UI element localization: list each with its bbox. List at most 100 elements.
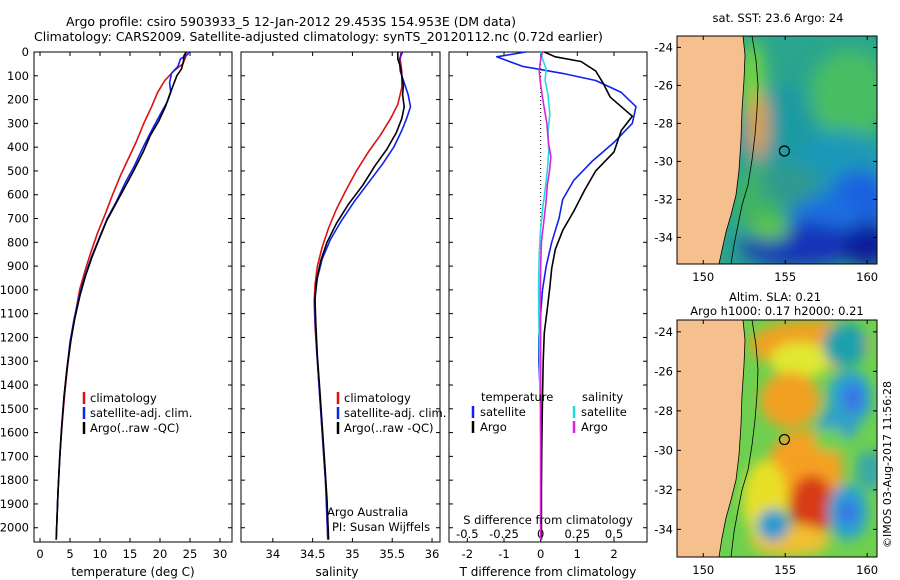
x-tick-label: 30 xyxy=(213,547,228,561)
depth-tick-label: 2000 xyxy=(0,521,29,535)
salinity-panel: 34 34.5 35 35.5 36 salinity climatology sate… xyxy=(240,51,446,579)
depth-tick-label: 200 xyxy=(7,93,29,107)
legend-s-satellite-label: satellite xyxy=(581,405,627,419)
depth-tick-label: 900 xyxy=(7,259,29,273)
x-tick-label: 15 xyxy=(123,547,138,561)
sst-field xyxy=(677,36,877,264)
lon-tick-label: 150 xyxy=(692,563,714,577)
lat-tick-label: -32 xyxy=(654,192,673,206)
sla-map: Altim. SLA: 0.21 Argo h1000: 0.17 h2000:… xyxy=(654,290,878,577)
depth-tick-label: 1000 xyxy=(0,283,29,297)
s-tick-label: 0.25 xyxy=(565,527,591,541)
legend-t-satellite-label: satellite xyxy=(480,405,526,419)
s-difference-x-axis: -0.5 -0.25 0 0.25 0.5 xyxy=(456,527,623,541)
depth-tick-label: 1300 xyxy=(0,354,29,368)
legend-s-argo-label: Argo xyxy=(581,420,608,434)
credit-label: ©IMOS 03-Aug-2017 11:56:28 xyxy=(881,381,894,548)
depth-tick-label: 100 xyxy=(7,69,29,83)
depth-tick-label: 800 xyxy=(7,235,29,249)
sla-map-title-line1: Altim. SLA: 0.21 xyxy=(729,290,821,304)
lon-tick-label: 150 xyxy=(692,270,714,284)
salinity-lines xyxy=(313,51,412,540)
sst-coastline xyxy=(718,36,746,264)
depth-axis: 0 100 200 300 400 500 600 700 800 900 1000 1100 1200… xyxy=(0,45,38,535)
s-tick-label: -0.5 xyxy=(456,527,478,541)
sla-map-axes: -24 -26 -28 -30 -32 -34 150 155 160 xyxy=(654,320,878,577)
lat-tick-label: -24 xyxy=(654,325,673,339)
figure-title-line2: Climatology: CARS2009. Satellite-adjuste… xyxy=(34,29,603,44)
sla-map-frame xyxy=(676,319,878,558)
temperature-legend: climatology satellite-adj. clim. Argo(..… xyxy=(82,391,192,435)
pi-label: PI: Susan Wijffels xyxy=(332,520,430,534)
x-tick-label: 25 xyxy=(183,547,198,561)
lat-tick-label: -32 xyxy=(654,483,673,497)
sla-land xyxy=(677,320,745,557)
depth-tick-label: 1400 xyxy=(0,378,29,392)
figure-title-line1: Argo profile: csiro 5903933_5 12-Jan-201… xyxy=(66,14,517,29)
lat-tick-label: -34 xyxy=(654,522,673,536)
lat-tick-label: -34 xyxy=(654,230,673,244)
depth-tick-label: 0 xyxy=(22,45,29,59)
s-difference-xlabel: S difference from climatology xyxy=(463,513,633,527)
depth-tick-label: 1200 xyxy=(0,330,29,344)
x-tick-label: 5 xyxy=(66,547,73,561)
x-tick-label: 2 xyxy=(610,547,617,561)
x-tick-label: 0 xyxy=(36,547,43,561)
s-tick-label: 0.5 xyxy=(605,527,623,541)
legend-salinity-title: salinity xyxy=(582,390,623,404)
sla-shelf-contour xyxy=(730,320,759,557)
x-tick-label: 36 xyxy=(425,547,440,561)
depth-tick-label: 1500 xyxy=(0,402,29,416)
series-line-argo-raw-qc- xyxy=(314,52,406,540)
legend-t-argo-label: Argo xyxy=(480,420,507,434)
temperature-lines xyxy=(55,51,190,540)
depth-tick-label: 1900 xyxy=(0,497,29,511)
depth-tick-label: 400 xyxy=(7,140,29,154)
sst-map: sat. SST: 23.6 Argo: 24 xyxy=(654,11,878,284)
salinity-xlabel: salinity xyxy=(315,565,358,579)
salinity-axes-frame xyxy=(240,51,441,543)
argo-australia-label: Argo Australia xyxy=(327,505,408,519)
legend-argo-label: Argo(..raw -QC) xyxy=(90,421,180,435)
lat-tick-label: -26 xyxy=(654,364,673,378)
sst-map-frame xyxy=(676,35,878,265)
sla-profile-marker xyxy=(778,433,791,446)
x-tick-label: 34.5 xyxy=(300,547,326,561)
sst-map-title: sat. SST: 23.6 Argo: 24 xyxy=(713,11,844,25)
lon-tick-label: 160 xyxy=(856,270,878,284)
sst-shelf-contour xyxy=(730,36,759,264)
depth-tick-label: 1600 xyxy=(0,426,29,440)
sst-map-axes: -24 -26 -28 -30 -32 -34 150 155 160 xyxy=(654,36,878,284)
x-tick-label: 35 xyxy=(345,547,360,561)
sla-field xyxy=(677,320,877,557)
x-tick-label: 35.5 xyxy=(379,547,405,561)
temperature-axes-frame xyxy=(33,51,233,543)
x-tick-label: 34 xyxy=(266,547,281,561)
depth-tick-label: 600 xyxy=(7,188,29,202)
lon-tick-label: 155 xyxy=(774,270,796,284)
sla-map-title-line2: Argo h1000: 0.17 h2000: 0.21 xyxy=(690,304,863,318)
sst-land xyxy=(677,36,745,264)
sst-profile-marker xyxy=(778,145,791,157)
difference-lines xyxy=(495,51,637,540)
salinity-legend: climatology satellite-adj. clim. Argo(..… xyxy=(336,391,446,435)
difference-legend: temperature salinity satellite satellite… xyxy=(471,390,627,434)
x-tick-label: 20 xyxy=(153,547,168,561)
depth-tick-label: 500 xyxy=(7,164,29,178)
legend-climatology-label: climatology xyxy=(344,391,411,405)
temperature-panel: 0100200300400500600700800900100011001200… xyxy=(0,45,233,579)
legend-temperature-title: temperature xyxy=(481,390,553,404)
depth-tick-label: 300 xyxy=(7,116,29,130)
x-tick-label: -2 xyxy=(462,547,473,561)
temperature-x-axis: 0 5 10 15 20 25 30 xyxy=(36,51,232,561)
lat-tick-label: -30 xyxy=(654,443,673,457)
series-line-t-argo xyxy=(540,51,634,540)
x-tick-label: -1 xyxy=(498,547,509,561)
legend-climatology-label: climatology xyxy=(90,391,157,405)
x-tick-label: 10 xyxy=(93,547,108,561)
series-line-argo-raw-qc- xyxy=(55,51,188,540)
depth-tick-label: 1800 xyxy=(0,473,29,487)
legend-satellite-label: satellite-adj. clim. xyxy=(90,406,192,420)
